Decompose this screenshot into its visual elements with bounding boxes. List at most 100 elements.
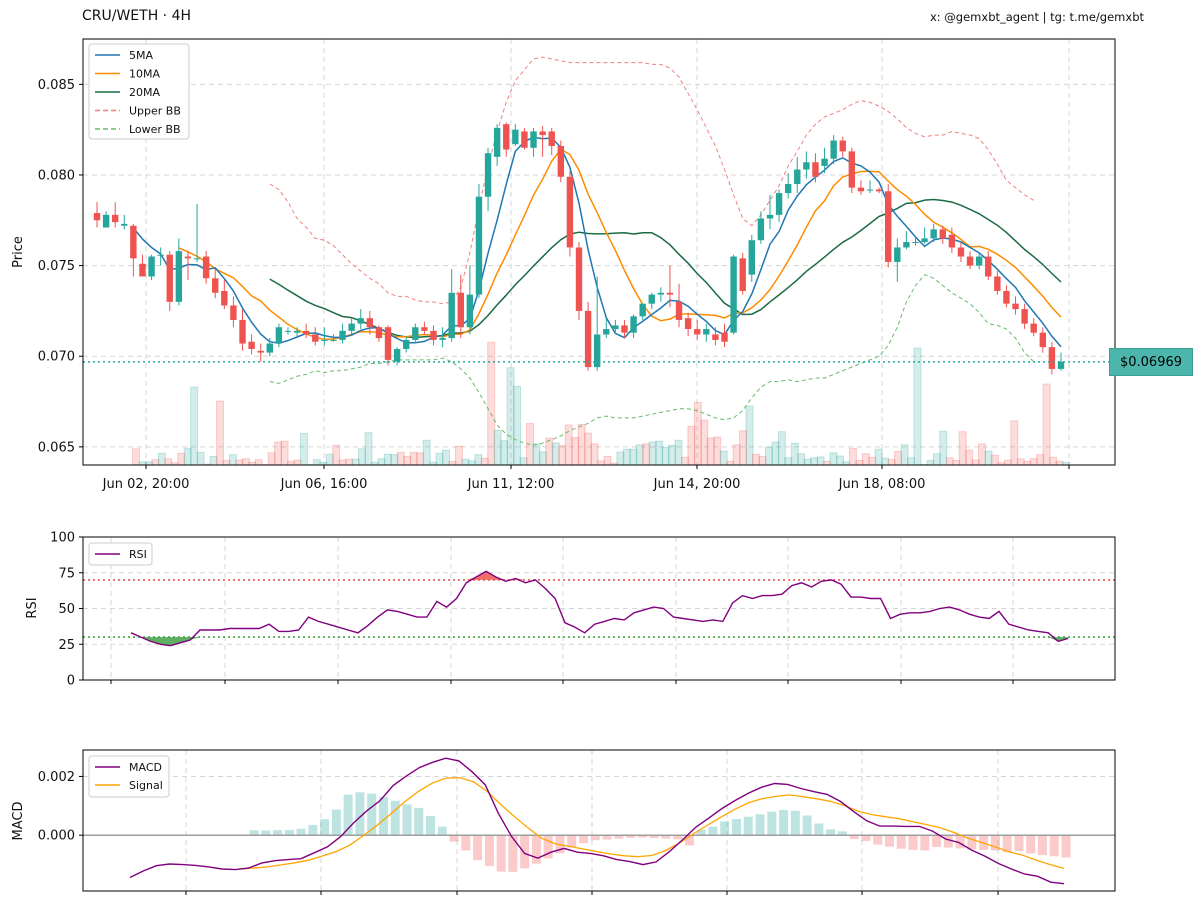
volume-bar xyxy=(713,436,722,466)
candle-body xyxy=(739,258,746,291)
price-xtick-label: Jun 14, 20:00 xyxy=(653,477,741,492)
candle-body xyxy=(166,254,173,302)
candle-body xyxy=(766,214,774,219)
macd-histogram-bar xyxy=(1002,835,1012,853)
legend-rsi: RSI xyxy=(129,548,147,561)
volume-bar xyxy=(687,425,696,466)
macd-histogram-bar xyxy=(896,835,906,849)
macd-histogram-bar xyxy=(637,835,647,838)
candle-body xyxy=(894,247,901,262)
rsi-oversold-fill xyxy=(140,637,1068,646)
candle-body xyxy=(966,256,974,266)
candle-body xyxy=(312,334,319,342)
candle-body xyxy=(630,316,637,333)
candle-body xyxy=(1048,347,1056,369)
candle-body xyxy=(657,292,665,295)
candle-body xyxy=(466,294,474,328)
volume-bar xyxy=(990,454,999,466)
volume-bar xyxy=(629,448,638,466)
rsi-ytick-label: 100 xyxy=(50,531,75,546)
volume-bar xyxy=(926,460,935,466)
macd-histogram-bar xyxy=(731,819,741,836)
volume-bar xyxy=(454,445,463,466)
volume-bar xyxy=(700,419,709,466)
candle-body xyxy=(575,247,583,311)
macd-histogram-bar xyxy=(449,835,459,842)
candle-body xyxy=(330,339,337,341)
candle-body xyxy=(157,254,164,256)
macd-histogram-bar xyxy=(273,830,283,836)
volume-bar xyxy=(874,448,883,466)
macd-histogram-bar xyxy=(473,835,483,861)
macd-histogram-bar xyxy=(1049,835,1059,857)
volume-bar xyxy=(177,452,186,466)
volume-bar xyxy=(480,457,489,466)
candle-body xyxy=(912,242,919,244)
volume-bar xyxy=(752,453,760,466)
macd-histogram-bar xyxy=(920,835,930,851)
legend-20ma: 20MA xyxy=(129,86,160,99)
macd-histogram-bar xyxy=(661,835,671,839)
candle-body xyxy=(794,169,801,185)
legend-upper-bb: Upper BB xyxy=(129,105,181,118)
volume-bar xyxy=(422,439,431,466)
candle-body xyxy=(366,318,374,328)
macd-histogram-bar xyxy=(308,824,318,836)
volume-bar xyxy=(190,386,199,466)
candle-body xyxy=(603,329,610,335)
price-ytick-label: 0.080 xyxy=(38,168,75,183)
candle-body xyxy=(239,319,246,344)
macd-histogram-bar xyxy=(955,835,965,849)
volume-bar xyxy=(299,433,308,466)
candle-body xyxy=(548,131,555,146)
volume-bar xyxy=(312,459,321,466)
macd-histogram-bar xyxy=(1037,835,1047,856)
candle-body xyxy=(484,153,492,197)
macd-histogram-bar xyxy=(614,835,624,839)
candle-body xyxy=(875,189,883,192)
volume-bar xyxy=(855,460,864,466)
candle-body xyxy=(448,292,455,339)
rsi-ytick-label: 75 xyxy=(58,566,75,581)
volume-bar xyxy=(493,429,502,466)
volume-bar xyxy=(1049,456,1058,466)
volume-bar xyxy=(1023,460,1032,466)
volume-bar xyxy=(739,430,748,466)
volume-bar xyxy=(383,453,392,466)
candle-body xyxy=(302,330,310,335)
macd-histogram-bar xyxy=(884,835,894,847)
volume-bar xyxy=(364,432,373,466)
volume-bar xyxy=(377,458,386,466)
volume-bar xyxy=(513,385,522,466)
candle-body xyxy=(111,214,119,223)
candle-body xyxy=(357,318,364,324)
ma10-line xyxy=(178,148,1062,341)
candle-body xyxy=(957,247,965,257)
candle-body xyxy=(375,327,383,339)
macd-histogram-bar xyxy=(779,809,789,836)
volume-bar xyxy=(952,460,961,466)
volume-bar xyxy=(487,341,496,466)
price-panel: 0.065 0.070 0.075 0.080 0.085 Jun 02, 20:00 Ju… xyxy=(11,38,1116,492)
volume-bar xyxy=(132,448,140,466)
volume-bar xyxy=(764,446,773,466)
volume-bar xyxy=(151,459,160,466)
macd-histogram-bar xyxy=(426,816,436,836)
current-price-label: $0.06969 xyxy=(1109,348,1193,376)
volume-bar xyxy=(293,459,302,466)
macd-histogram-bar xyxy=(943,835,953,848)
candle-body xyxy=(175,251,183,302)
volume-bar xyxy=(241,458,250,466)
macd-histogram-bar xyxy=(696,829,706,836)
candle-body xyxy=(275,327,283,344)
macd-ylabel: MACD xyxy=(11,802,26,841)
candle-body xyxy=(148,256,155,277)
volume-bar xyxy=(693,401,702,466)
volume-bar xyxy=(622,448,631,466)
volume-bar xyxy=(965,449,974,466)
volume-bar xyxy=(332,444,341,466)
legend-5ma: 5MA xyxy=(129,49,153,62)
candle-body xyxy=(475,196,483,295)
volume-bar xyxy=(358,448,367,466)
volume-bar xyxy=(1003,459,1012,466)
